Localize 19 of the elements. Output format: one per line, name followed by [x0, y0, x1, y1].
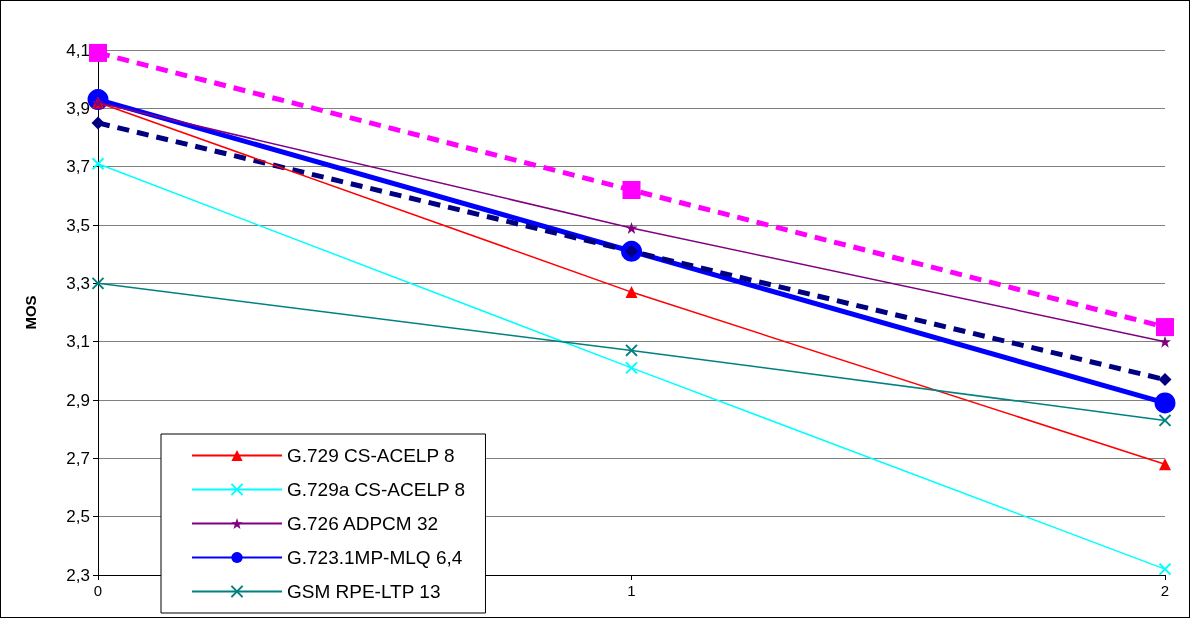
- legend-label: G.729 CS-ACELP 8: [287, 445, 455, 466]
- x-tick-label: 0: [93, 582, 103, 599]
- y-axis-title: MOS: [22, 295, 39, 330]
- y-tick-label: 2,3: [66, 565, 90, 585]
- legend-label: G.726 ADPCM 32: [287, 513, 439, 534]
- legend-label: G.723.1MP-MLQ 6,4: [287, 547, 463, 568]
- x-tick-label: 2: [1160, 582, 1170, 599]
- y-tick-label: 3,7: [66, 157, 90, 177]
- x-tick-label: 1: [627, 582, 636, 599]
- y-tick-label: 2,9: [66, 390, 90, 410]
- y-tick-label: 3,5: [66, 215, 90, 235]
- y-tick-label: 3,1: [66, 332, 90, 352]
- y-tick-label: 4,1: [66, 40, 90, 60]
- y-tick-label: 2,7: [66, 448, 90, 468]
- legend-label: GSM RPE-LTP 13: [287, 581, 441, 602]
- legend-label: G.729a CS-ACELP 8: [287, 479, 466, 500]
- y-tick-label: 2,5: [66, 507, 90, 527]
- y-tick-label: 3,9: [66, 98, 90, 118]
- y-tick-label: 3,3: [66, 273, 90, 293]
